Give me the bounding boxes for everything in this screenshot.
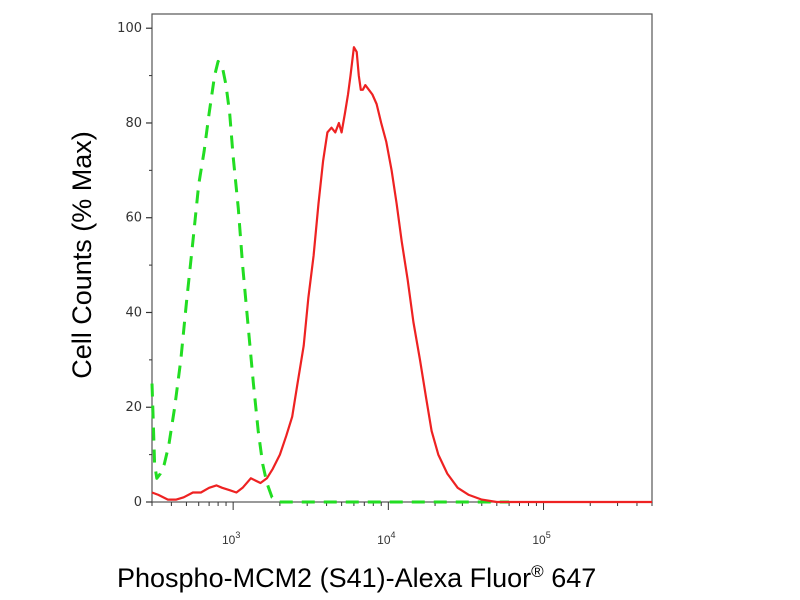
x-tick-label-exponent: 5 — [546, 530, 551, 540]
x-tick-label-base: 10 — [222, 533, 236, 547]
control-histogram-line — [150, 59, 510, 504]
x-tick-label: 105 — [532, 530, 550, 547]
y-tick-label: 40 — [125, 305, 142, 320]
y-tick-label: 60 — [125, 211, 142, 226]
x-axis-title-main: Phospho-MCM2 (S41)-Alexa Fluor — [117, 563, 531, 593]
x-axis-title-suffix: 647 — [544, 563, 597, 593]
x-tick-label: 103 — [222, 530, 240, 547]
x-tick-label-exponent: 4 — [391, 530, 396, 540]
x-tick-label-base: 10 — [377, 533, 391, 547]
x-tick-label: 104 — [377, 530, 395, 547]
y-tick-label: 20 — [125, 400, 142, 415]
x-axis-title: Phospho-MCM2 (S41)-Alexa Fluor® 647 — [117, 562, 596, 593]
x-tick-label-base: 10 — [532, 533, 546, 547]
y-tick-label: 100 — [117, 21, 142, 36]
y-tick-label: 0 — [134, 495, 142, 510]
series-layer — [150, 46, 652, 504]
x-axis-title-superscript: ® — [531, 562, 544, 581]
y-axis: 0 20 40 60 80 100 — [117, 21, 152, 510]
y-tick-label: 80 — [125, 116, 142, 131]
y-axis-title: Cell Counts (% Max) — [67, 131, 97, 379]
sample-histogram-line — [151, 46, 652, 504]
x-tick-label-exponent: 3 — [235, 530, 240, 540]
x-axis: 103 104 105 — [151, 502, 653, 547]
